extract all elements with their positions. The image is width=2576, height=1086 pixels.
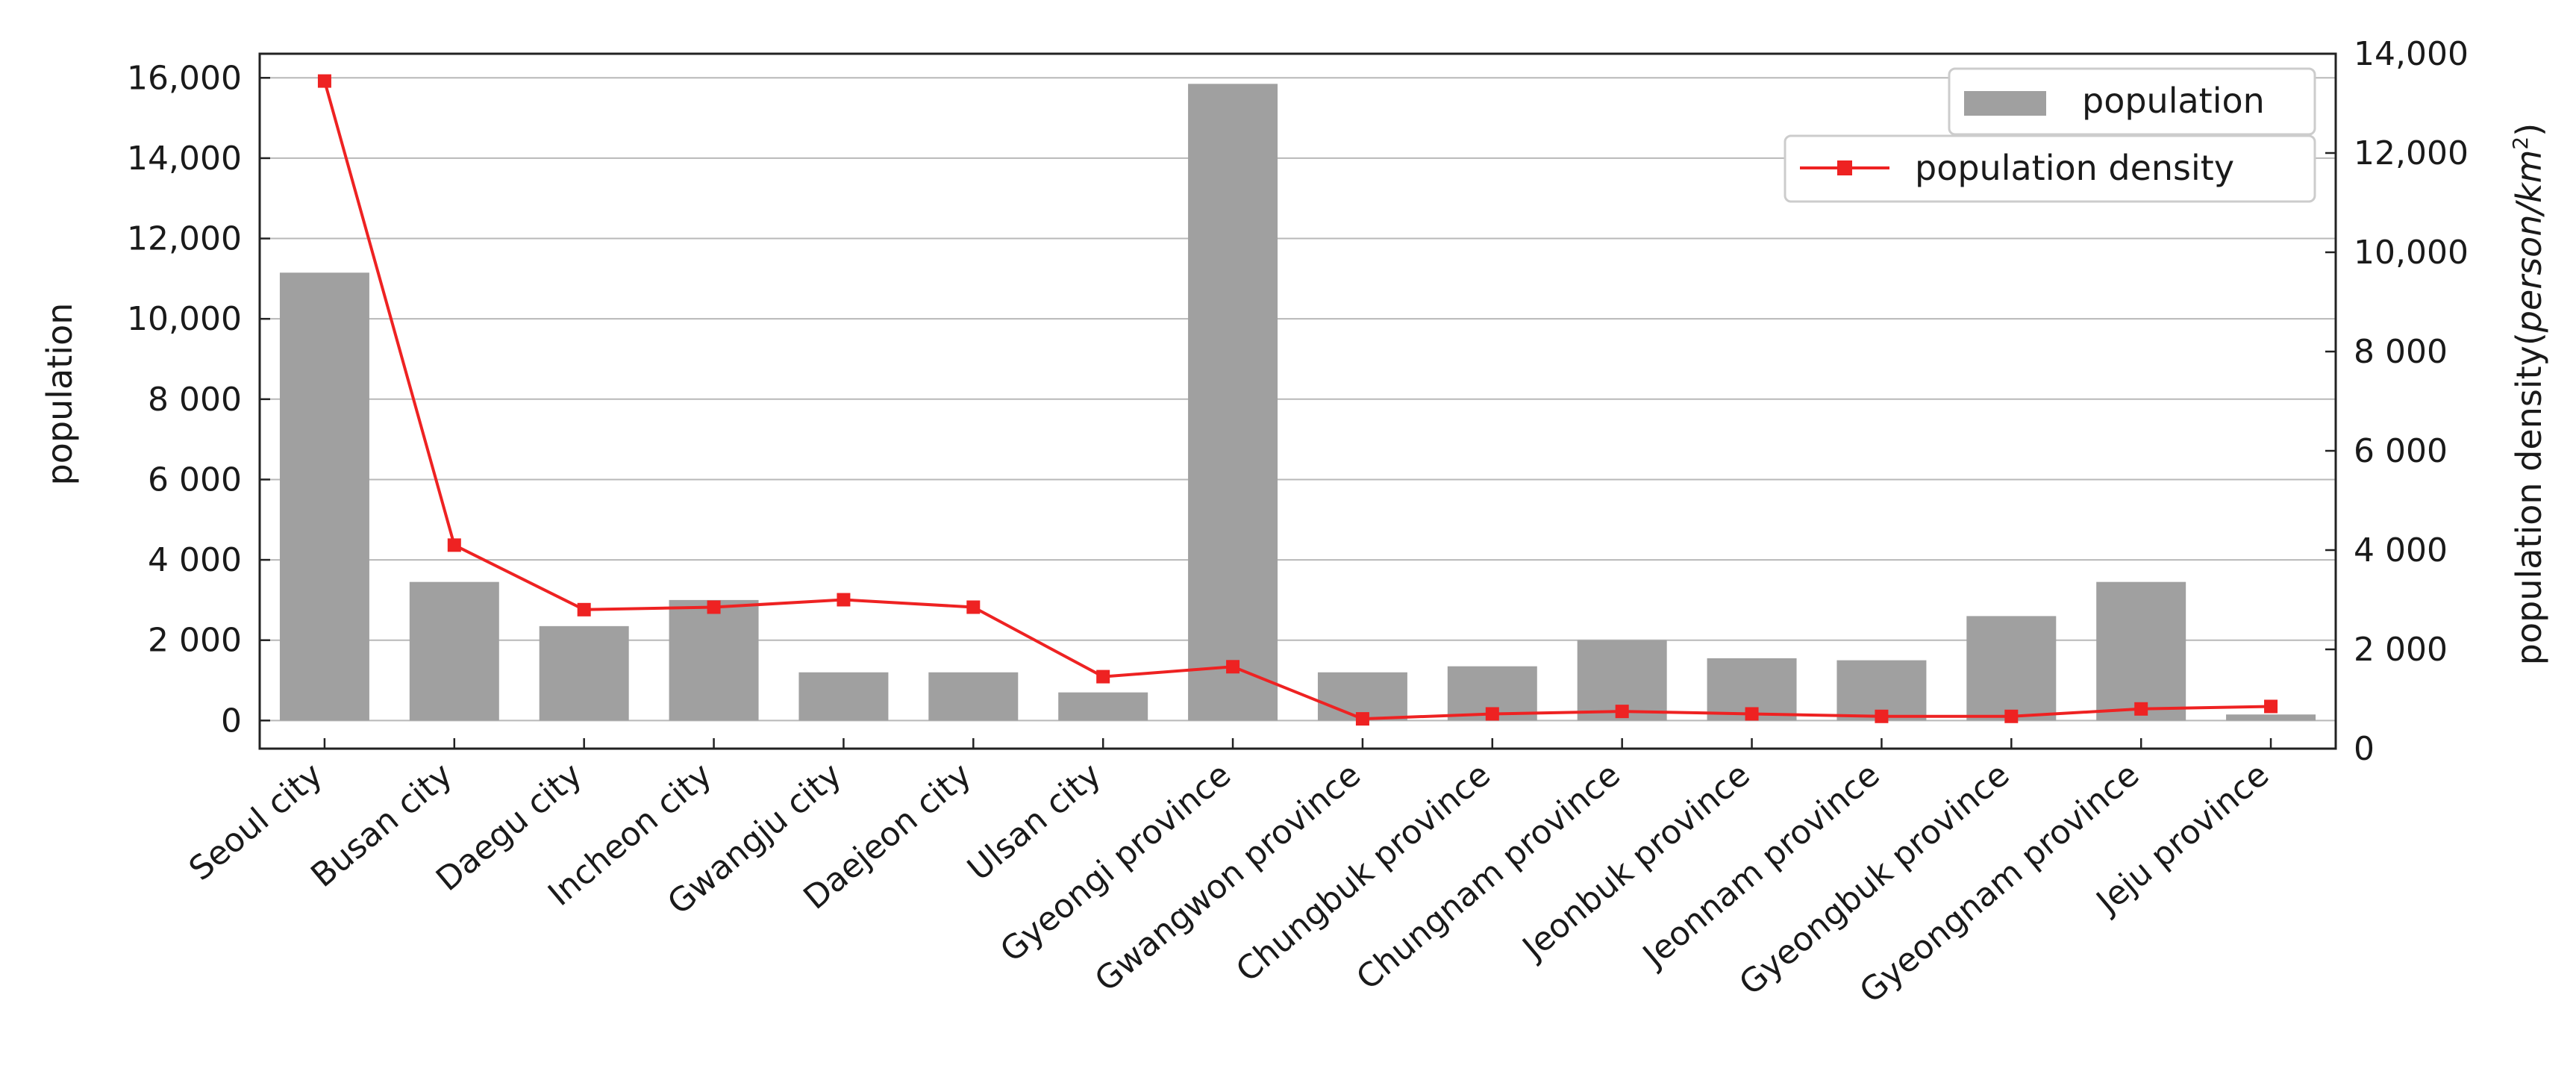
density-line	[317, 74, 2278, 726]
y2-tick-label: 10,000	[2354, 234, 2469, 272]
density-point	[2134, 702, 2148, 716]
y-axis-title: population	[40, 303, 80, 486]
density-point	[1745, 707, 1759, 721]
y2-tick-label: 2 000	[2354, 631, 2448, 669]
y2-tick-label: 8 000	[2354, 333, 2448, 371]
bar	[2096, 581, 2186, 721]
legend-population-label: population	[2082, 81, 2265, 121]
left-axis-ticks: 0 2 000 4 000 6 000 8 000 10,000 12,000 14,000 1…	[127, 59, 270, 740]
density-point	[707, 600, 721, 614]
y-tick-label: 12,000	[127, 220, 242, 258]
y2-tick-label: 14,000	[2354, 35, 2469, 73]
density-point	[1096, 670, 1110, 684]
bar	[2226, 714, 2316, 721]
y-tick-label: 8 000	[148, 381, 242, 419]
bar	[928, 672, 1019, 721]
density-point	[2264, 699, 2278, 714]
legend-density: population density	[1783, 134, 2316, 203]
density-point	[1355, 712, 1369, 726]
y-tick-label: 16,000	[127, 59, 242, 97]
density-point	[837, 593, 851, 607]
bar	[279, 272, 369, 721]
density-point	[447, 538, 461, 552]
bar	[798, 672, 889, 721]
bar	[1058, 692, 1148, 721]
y-tick-label: 4 000	[148, 541, 242, 579]
density-point	[1875, 709, 1889, 723]
legend-population-swatch	[1964, 91, 2046, 116]
y-tick-label: 10,000	[127, 300, 242, 338]
density-point	[1226, 660, 1240, 674]
legend-density-box	[1783, 134, 2316, 203]
bar	[1188, 84, 1278, 721]
y2-tick-label: 12,000	[2354, 134, 2469, 172]
plot-frame	[258, 52, 2337, 750]
y-tick-label: 0	[221, 702, 242, 740]
density-point	[2004, 709, 2019, 723]
legend-population: population	[1948, 67, 2316, 136]
y2-axis-title: population density(person/km2)	[2508, 123, 2549, 665]
y-tick-label: 14,000	[127, 140, 242, 178]
x-tick-label: Gyeongi province	[993, 755, 1238, 970]
bar	[669, 599, 759, 721]
density-point	[577, 602, 591, 617]
legend-population-box	[1948, 67, 2316, 136]
x-tick-label: Chungbuk province	[1229, 755, 1498, 990]
density-point	[1485, 707, 1499, 721]
y2-axis-title-close: )	[2509, 123, 2549, 137]
bar	[409, 581, 499, 721]
bar	[1966, 616, 2057, 721]
y2-axis-title-main: population density(	[2509, 332, 2549, 665]
x-tick-label: Jeonbuk province	[1514, 755, 1757, 968]
x-tick-label: Jeonnam province	[1634, 755, 1886, 976]
y2-axis-title-unit: person/km	[2509, 150, 2549, 334]
density-polyline	[323, 81, 2272, 721]
y-tick-label: 2 000	[148, 622, 242, 660]
legend-density-marker	[1837, 160, 1852, 175]
population-bars	[279, 84, 2316, 721]
right-axis-ticks: 0 2 000 4 000 6 000 8 000 10,000 12,000 14,000	[2325, 35, 2469, 768]
y2-tick-label: 0	[2354, 730, 2375, 768]
density-point	[317, 74, 331, 88]
density-point	[966, 600, 981, 614]
y2-tick-label: 4 000	[2354, 531, 2448, 569]
y2-tick-label: 6 000	[2354, 432, 2448, 470]
y-tick-label: 6 000	[148, 461, 242, 499]
y2-axis-title-sup: 2	[2508, 137, 2533, 150]
density-point	[1615, 705, 1629, 719]
bar	[539, 625, 629, 721]
legend-density-label: population density	[1915, 148, 2234, 188]
